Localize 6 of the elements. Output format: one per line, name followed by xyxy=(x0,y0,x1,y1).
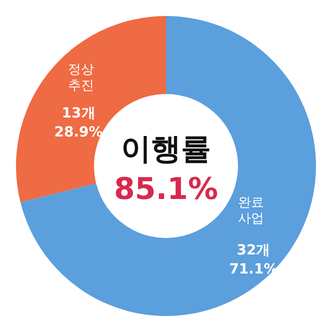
slice-label: 완료사업 xyxy=(238,195,264,226)
text: 이행률 xyxy=(121,132,211,167)
slice-label: 정상추진 xyxy=(68,62,94,94)
text: 85.1% xyxy=(114,172,218,207)
donut-slice xyxy=(20,16,316,316)
data-label: 13개 28.9% xyxy=(54,106,103,141)
